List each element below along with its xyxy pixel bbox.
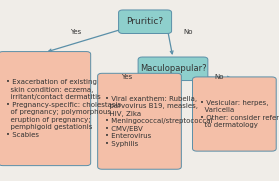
FancyBboxPatch shape xyxy=(119,10,172,33)
Text: Maculopapular?: Maculopapular? xyxy=(140,64,206,73)
Text: No: No xyxy=(214,74,224,80)
Text: • Vesicular: herpes,
  Varicella
• Other: consider referral
  to dermatology: • Vesicular: herpes, Varicella • Other: … xyxy=(200,100,279,128)
FancyBboxPatch shape xyxy=(193,77,276,151)
Text: • Viral exanthem: Rubella,
  parvovirus B19, measles,
  HIV, Zika
• Meningococca: • Viral exanthem: Rubella, parvovirus B1… xyxy=(105,96,213,147)
FancyBboxPatch shape xyxy=(98,73,181,169)
Text: Yes: Yes xyxy=(121,74,133,80)
Text: • Exacerbation of existing
  skin condition: eczema,
  irritant/contact dermatit: • Exacerbation of existing skin conditio… xyxy=(6,79,121,138)
FancyBboxPatch shape xyxy=(138,57,208,81)
Text: Pruritic?: Pruritic? xyxy=(126,17,164,26)
Text: Yes: Yes xyxy=(70,29,81,35)
Text: No: No xyxy=(184,29,193,35)
FancyBboxPatch shape xyxy=(0,52,91,166)
